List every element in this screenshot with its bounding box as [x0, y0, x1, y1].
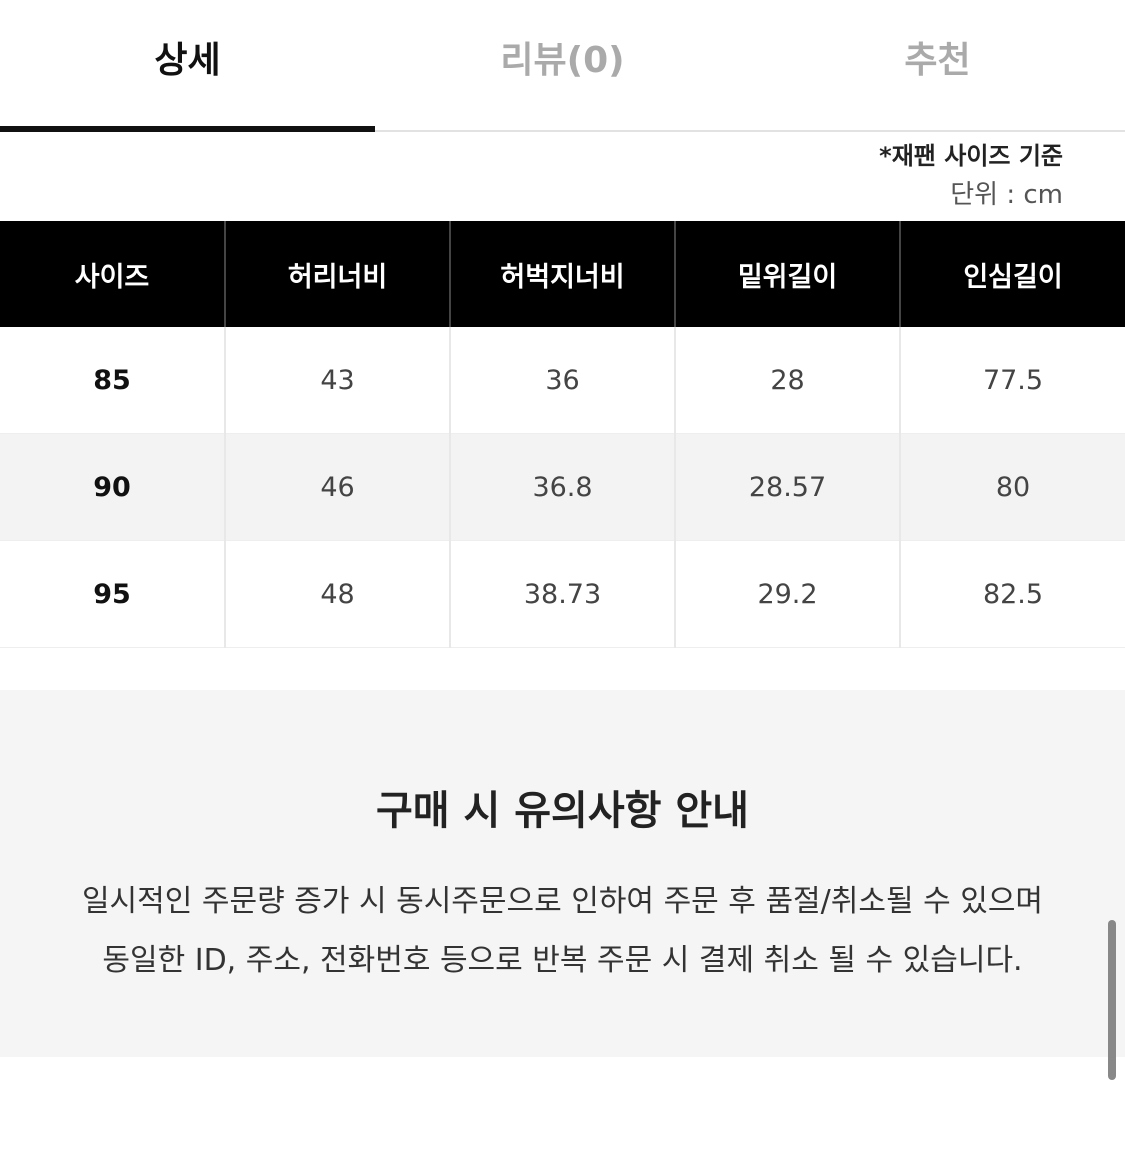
header-cell: 인심길이 — [899, 221, 1125, 327]
table-cell: 77.5 — [899, 327, 1125, 434]
size-table: 사이즈 허리너비 허벅지너비 밑위길이 인심길이 85 43 36 28 77.5 90 46 36.8… — [0, 221, 1125, 648]
header-row: 사이즈 허리너비 허벅지너비 밑위길이 인심길이 — [0, 221, 1125, 327]
table-row: 95 48 38.73 29.2 82.5 — [0, 540, 1125, 648]
table-cell: 95 — [0, 540, 225, 648]
table-cell: 82.5 — [899, 540, 1125, 648]
table-cell: 28.57 — [674, 433, 900, 541]
notice-title: 구매 시 유의사항 안내 — [376, 788, 749, 834]
tab[interactable]: 추천 — [904, 40, 971, 81]
table-cell: 46 — [224, 433, 450, 541]
table-cell: 85 — [0, 327, 225, 434]
scrollbar — [1108, 920, 1116, 1080]
tab[interactable]: 리뷰(0) — [500, 40, 625, 81]
table-cell: 28 — [674, 327, 900, 434]
size-note: *재팬 사이즈 기준 — [879, 142, 1063, 170]
header-cell: 밑위길이 — [674, 221, 900, 327]
tab-bar: 상세 리뷰(0) 추천 — [0, 0, 1125, 132]
unit-label: 단위 : cm — [950, 180, 1063, 210]
table-cell: 90 — [0, 433, 225, 541]
table-row: 85 43 36 28 77.5 — [0, 327, 1125, 434]
table-cell: 36 — [449, 327, 675, 434]
header-cell: 허리너비 — [224, 221, 450, 327]
table-cell: 80 — [899, 433, 1125, 541]
table-cell: 48 — [224, 540, 450, 648]
table-cell: 36.8 — [449, 433, 675, 541]
header-cell: 허벅지너비 — [449, 221, 675, 327]
header-cell: 사이즈 — [0, 221, 225, 327]
notice-line: 일시적인 주문량 증가 시 동시주문으로 인하여 주문 후 품절/취소될 수 있… — [81, 884, 1044, 919]
table-row: 90 46 36.8 28.57 80 — [0, 433, 1125, 541]
notice-box: 구매 시 유의사항 안내 일시적인 주문량 증가 시 동시주문으로 인하여 주문… — [0, 690, 1125, 1057]
notice-line: 동일한 ID, 주소, 전화번호 등으로 반복 주문 시 결제 취소 될 수 있… — [102, 943, 1023, 978]
table-cell: 43 — [224, 327, 450, 434]
table-cell: 38.73 — [449, 540, 675, 648]
table-cell: 29.2 — [674, 540, 900, 648]
tab[interactable]: 상세 — [0, 0, 375, 132]
